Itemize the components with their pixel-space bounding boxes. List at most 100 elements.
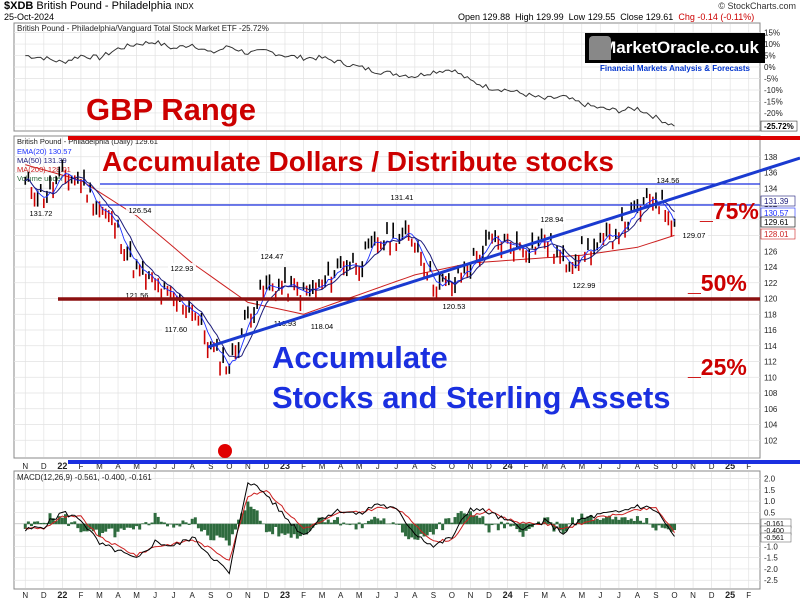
logo-banner: MarketOracle.co.uk [585,33,765,63]
y-tick-label: 112 [764,358,777,367]
x-tick-label: J [153,462,157,471]
macd-histogram-bar [79,523,83,533]
macd-histogram-bar [342,522,346,525]
ratio-value-tag-text: -25.72% [764,122,794,131]
macd-histogram-bar [172,523,176,528]
macd-histogram-bar [268,523,272,532]
y-tick-label: -5% [764,75,778,84]
macd-histogram-bar [416,523,420,540]
macd-histogram-bar [456,513,460,525]
macd-histogram-bar [234,523,238,530]
macd-histogram-bar [36,521,40,525]
thinker-statue-icon [589,36,611,60]
y-tick-label: 10% [764,40,780,49]
price-label-bg [388,192,416,202]
macd-histogram-bar [462,513,466,525]
macd-histogram-bar [506,522,510,525]
symbol-line: $XDB British Pound - Philadelphia INDX [4,0,194,12]
macd-histogram-bar [459,511,463,525]
x-tick-label: N [245,591,251,600]
macd-histogram-bar [159,521,163,525]
macd-histogram-bar [230,523,234,535]
macd-histogram-bar [271,523,275,535]
x-tick-label: D [41,462,47,471]
macd-histogram-bar [580,513,584,525]
x-tick-label: N [690,591,696,600]
macd-histogram-bar [181,520,185,525]
macd-histogram-bar [237,519,241,525]
macd-histogram-bar [583,517,587,525]
macd-histogram-bar [122,523,126,530]
y-tick-label: 106 [764,405,778,414]
macd-histogram-bar [57,516,61,525]
macd-histogram-bar [150,522,154,525]
macd-histogram-bar [76,523,80,529]
macd-histogram-bar [283,523,287,535]
macd-histogram-bar [274,523,278,527]
y-tick-label: 118 [764,310,777,319]
price-axis-tag-text: 130.57 [764,209,789,218]
macd-histogram-bar [509,523,513,527]
macd-histogram-bar [116,523,120,532]
price-label-bg [538,214,566,224]
macd-axis-tag-text: -0.161 [764,521,784,528]
x-tick-label: A [190,591,196,600]
macd-histogram-bar [577,519,581,525]
y-tick-label: 104 [764,421,778,430]
macd-histogram-bar [620,517,624,525]
x-tick-label: J [617,462,621,471]
x-tick-label: A [635,462,641,471]
macd-histogram-bar [104,523,108,532]
macd-histogram-bar [413,523,417,540]
x-tick-label: J [394,591,398,600]
x-tick-label: M [541,462,548,471]
macd-histogram-bar [29,523,33,527]
marketoracle-logo: MarketOracle.co.uk Financial Markets Ana… [585,33,765,79]
x-tick-label: D [486,462,492,471]
macd-histogram-bar [329,522,333,525]
macd-histogram-bar [54,520,58,525]
x-tick-label: O [449,591,455,600]
legend-ema20: EMA(20) 130.57 [17,147,72,156]
macd-histogram-bar [264,523,268,533]
macd-histogram-bar [339,523,343,526]
macd-histogram-bar [366,520,370,525]
macd-histogram-bar [499,521,503,525]
x-tick-label: A [338,591,344,600]
macd-histogram-bar [187,523,191,525]
macd-histogram-bar [162,522,166,525]
macd-histogram-bar [397,523,401,525]
x-tick-label: A [635,591,641,600]
macd-histogram-bar [400,523,404,533]
rising-trendline [207,156,800,349]
macd-histogram-bar [147,523,151,526]
macd-histogram-bar [184,522,188,525]
macd-histogram-bar [382,518,386,525]
macd-histogram-bar [571,517,574,525]
macd-histogram-bar [277,523,281,537]
x-tick-label: D [486,591,492,600]
ema20-line [25,173,675,367]
x-tick-label: J [376,591,380,600]
macd-histogram-bar [407,523,411,540]
macd-histogram-bar [450,522,454,525]
x-tick-label: O [226,462,232,471]
x-tick-label: F [746,591,751,600]
y-tick-label: 2.0 [764,475,776,484]
macd-histogram-bar [289,523,293,538]
x-tick-label: O [226,591,232,600]
y-tick-label: 134 [764,184,778,193]
x-tick-label: S [208,591,213,600]
price-axis-tag-text: 131.39 [764,197,789,206]
macd-panel-frame [13,470,761,590]
macd-histogram-bar [165,523,169,527]
y-tick-label: 126 [764,247,778,256]
x-tick-label: M [356,591,363,600]
price-label-bg [123,290,151,300]
x-tick-label: 24 [503,461,513,471]
x-tick-label: F [78,462,83,471]
x-tick-label: M [133,591,140,600]
macd-histogram-bar [203,523,207,530]
accumulate-stocks-label-1: Accumulate [272,340,448,375]
y-tick-label: 120 [764,295,778,304]
